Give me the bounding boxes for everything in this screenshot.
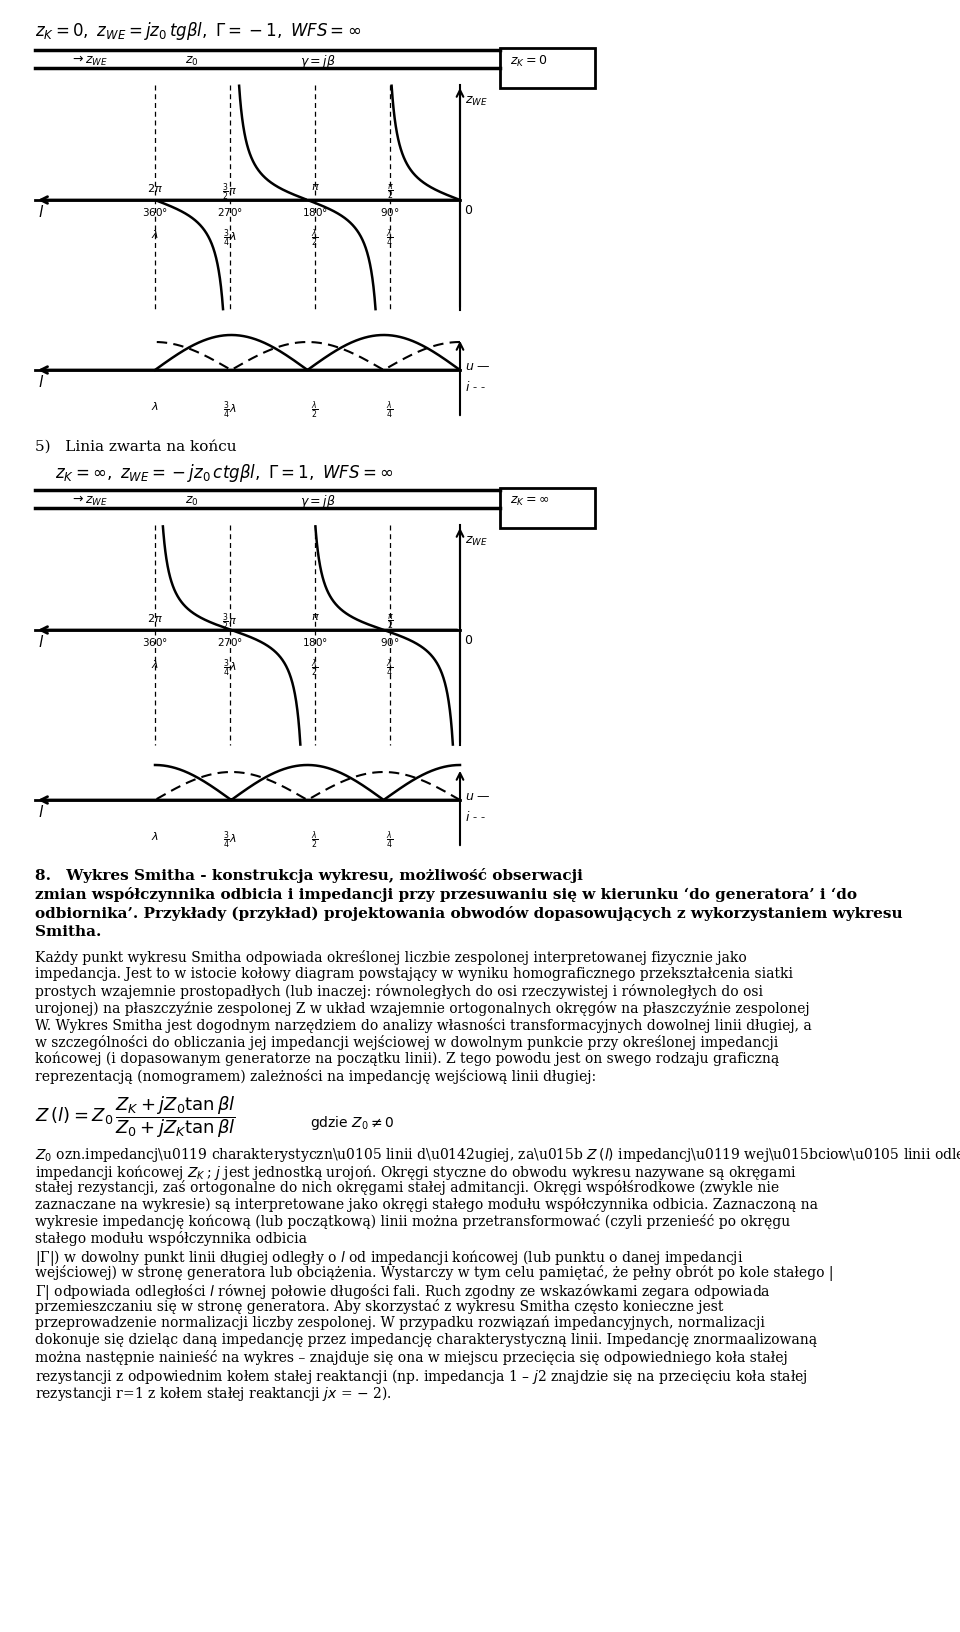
Text: $l$: $l$ <box>38 805 44 819</box>
Text: $\frac{\lambda}{4}$: $\frac{\lambda}{4}$ <box>386 400 394 421</box>
Text: $180°$: $180°$ <box>302 636 328 648</box>
Text: Γ| odpowiada odległości $l$ równej połowie długości fali. Ruch zgodny ze wskazów: Γ| odpowiada odległości $l$ równej połow… <box>35 1283 771 1302</box>
Text: $\pi$: $\pi$ <box>311 612 320 622</box>
Text: $\frac{3}{4}\lambda$: $\frac{3}{4}\lambda$ <box>223 658 237 679</box>
Text: $\frac{\lambda}{4}$: $\frac{\lambda}{4}$ <box>386 658 394 679</box>
Text: prostych wzajemnie prostopadłych (lub inaczej: równoległych do osi rzeczywistej : prostych wzajemnie prostopadłych (lub in… <box>35 984 763 999</box>
Text: urojonej) na płaszczyźnie zespolonej Z w układ wzajemnie ortogonalnych okręgów n: urojonej) na płaszczyźnie zespolonej Z w… <box>35 1000 809 1017</box>
Text: rezystancji z odpowiednim kołem stałej reaktancji (np. impedancja 1 – $j$2 znajd: rezystancji z odpowiednim kołem stałej r… <box>35 1368 807 1386</box>
Text: $z_{WE}$: $z_{WE}$ <box>465 535 488 548</box>
Text: $270°$: $270°$ <box>217 636 243 648</box>
Text: odbiornika’. Przykłady (przykład) projektowania obwodów dopasowujących z wykorzy: odbiornika’. Przykłady (przykład) projek… <box>35 906 902 920</box>
Text: 5)   Linia zwarta na końcu: 5) Linia zwarta na końcu <box>35 441 236 454</box>
Text: $360°$: $360°$ <box>142 636 168 648</box>
Text: $\lambda$: $\lambda$ <box>151 400 159 411</box>
Text: reprezentacją (nomogramem) zależności na impedancję wejściową linii długiej:: reprezentacją (nomogramem) zależności na… <box>35 1069 596 1084</box>
Text: $z_0$: $z_0$ <box>185 54 199 67</box>
Text: $Z_0$ ozn.impedancj\u0119 charakterystyczn\u0105 linii d\u0142ugiej, za\u015b $Z: $Z_0$ ozn.impedancj\u0119 charakterystyc… <box>35 1146 960 1164</box>
Text: $u$ —: $u$ — <box>465 790 491 803</box>
Text: $0$: $0$ <box>464 633 473 646</box>
Text: $\frac{\lambda}{2}$: $\frac{\lambda}{2}$ <box>311 831 319 852</box>
Text: w szczególności do obliczania jej impedancji wejściowej w dowolnym punkcie przy : w szczególności do obliczania jej impeda… <box>35 1035 779 1049</box>
Text: $Z\,(l) = Z_0\,\dfrac{Z_K + jZ_0\tan\beta l}{Z_0 + jZ_K\tan\beta l}$: $Z\,(l) = Z_0\,\dfrac{Z_K + jZ_0\tan\bet… <box>35 1093 235 1139</box>
Text: $180°$: $180°$ <box>302 206 328 219</box>
Text: wejściowej) w stronę generatora lub obciążenia. Wystarczy w tym celu pamiętać, ż: wejściowej) w stronę generatora lub obci… <box>35 1265 833 1281</box>
Text: $\rightarrow z_{WE}$: $\rightarrow z_{WE}$ <box>70 494 108 508</box>
Text: $\lambda$: $\lambda$ <box>151 228 159 240</box>
Text: $\frac{\pi}{2}$: $\frac{\pi}{2}$ <box>387 183 394 201</box>
Text: rezystancji r=1 z kołem stałej reaktancji $jx$ = − 2).: rezystancji r=1 z kołem stałej reaktancj… <box>35 1384 392 1404</box>
Text: 8. Wykres Smitha - konstrukcja wykresu, możliwość obserwacji: 8. Wykres Smitha - konstrukcja wykresu, … <box>35 868 583 883</box>
Text: $0$: $0$ <box>464 204 473 217</box>
Bar <box>500 488 595 529</box>
Text: $\frac{\pi}{2}$: $\frac{\pi}{2}$ <box>387 612 394 632</box>
Text: $z_K = \infty$: $z_K = \infty$ <box>510 494 549 508</box>
Text: $\frac{\lambda}{4}$: $\frac{\lambda}{4}$ <box>386 228 394 250</box>
Text: $z_K = 0$: $z_K = 0$ <box>510 54 547 69</box>
Text: $z_{WE}$: $z_{WE}$ <box>465 95 488 108</box>
Text: końcowej (i dopasowanym generatorze na początku linii). Z tego powodu jest on sw: końcowej (i dopasowanym generatorze na p… <box>35 1053 780 1066</box>
Text: $\frac{3}{2}\pi$: $\frac{3}{2}\pi$ <box>223 183 237 204</box>
Text: $\lambda$: $\lambda$ <box>151 658 159 671</box>
Text: impedancja. Jest to w istocie kołowy diagram powstający w wyniku homograficznego: impedancja. Jest to w istocie kołowy dia… <box>35 968 793 981</box>
Text: można następnie nainieść na wykres – znajduje się ona w miejscu przecięcia się o: można następnie nainieść na wykres – zna… <box>35 1350 788 1364</box>
Text: $z_0$: $z_0$ <box>185 494 199 508</box>
Text: stałego modułu współczynnika odbicia: stałego modułu współczynnika odbicia <box>35 1231 307 1245</box>
Text: $\frac{\lambda}{2}$: $\frac{\lambda}{2}$ <box>311 400 319 421</box>
Text: wykresie impedancję końcową (lub początkową) linii można przetransformować (czyl: wykresie impedancję końcową (lub początk… <box>35 1214 790 1229</box>
Text: $2\pi$: $2\pi$ <box>147 183 163 194</box>
Text: $\mathrm{gdzie}\ Z_0 \neq 0$: $\mathrm{gdzie}\ Z_0 \neq 0$ <box>310 1115 395 1133</box>
Text: $i$ - -: $i$ - - <box>465 809 487 824</box>
Text: $\gamma = j\beta$: $\gamma = j\beta$ <box>300 493 336 509</box>
Text: zaznaczane na wykresie) są interpretowane jako okręgi stałego modułu współczynni: zaznaczane na wykresie) są interpretowan… <box>35 1196 818 1213</box>
Text: $l$: $l$ <box>38 204 44 220</box>
Text: $\frac{3}{2}\pi$: $\frac{3}{2}\pi$ <box>223 612 237 633</box>
Text: W. Wykres Smitha jest dogodnym narzędziem do analizy własności transformacyjnych: W. Wykres Smitha jest dogodnym narzędzie… <box>35 1018 812 1033</box>
Text: $i$ - -: $i$ - - <box>465 380 487 393</box>
Text: $\lambda$: $\lambda$ <box>151 831 159 842</box>
Text: $\frac{\lambda}{2}$: $\frac{\lambda}{2}$ <box>311 228 319 250</box>
Text: przemieszczaniu się w stronę generatora. Aby skorzystać z wykresu Smitha często : przemieszczaniu się w stronę generatora.… <box>35 1299 724 1314</box>
Text: $\frac{3}{4}\lambda$: $\frac{3}{4}\lambda$ <box>223 831 237 852</box>
Text: Smitha.: Smitha. <box>35 925 102 938</box>
Text: $\frac{\lambda}{2}$: $\frac{\lambda}{2}$ <box>311 658 319 679</box>
Text: impedancji końcowej $Z_K$ ; $j$ jest jednostką urojoń. Okręgi styczne do obwodu : impedancji końcowej $Z_K$ ; $j$ jest jed… <box>35 1164 797 1182</box>
Text: $u$ —: $u$ — <box>465 361 491 374</box>
Text: dokonuje się dzieląc daną impedancję przez impedancję charakterystyczną linii. I: dokonuje się dzieląc daną impedancję prz… <box>35 1333 817 1346</box>
Text: $z_K = 0,\ z_{WE} = jz_0\,tg\beta l,\ \Gamma = -1,\ WFS = \infty$: $z_K = 0,\ z_{WE} = jz_0\,tg\beta l,\ \G… <box>35 20 361 42</box>
Text: $90°$: $90°$ <box>380 636 399 648</box>
Text: $l$: $l$ <box>38 633 44 650</box>
Text: $\frac{\lambda}{4}$: $\frac{\lambda}{4}$ <box>386 831 394 852</box>
Text: $l$: $l$ <box>38 374 44 390</box>
Text: zmian współczynnika odbicia i impedancji przy przesuwaniu się w kierunku ‘do gen: zmian współczynnika odbicia i impedancji… <box>35 888 857 902</box>
Text: Każdy punkt wykresu Smitha odpowiada określonej liczbie zespolonej interpretowan: Każdy punkt wykresu Smitha odpowiada okr… <box>35 950 747 965</box>
Text: $\pi$: $\pi$ <box>311 183 320 193</box>
Text: $270°$: $270°$ <box>217 206 243 219</box>
Text: $\gamma = j\beta$: $\gamma = j\beta$ <box>300 52 336 70</box>
Text: stałej rezystancji, zaś ortogonalne do nich okręgami stałej admitancji. Okręgi w: stałej rezystancji, zaś ortogonalne do n… <box>35 1180 780 1195</box>
Text: $z_K = \infty,\ z_{WE} = -jz_0\,ctg\beta l,\ \Gamma = 1,\ WFS = \infty$: $z_K = \infty,\ z_{WE} = -jz_0\,ctg\beta… <box>55 462 394 485</box>
Text: $360°$: $360°$ <box>142 206 168 219</box>
Text: $90°$: $90°$ <box>380 206 399 219</box>
Bar <box>500 47 595 88</box>
Text: $\frac{3}{4}\lambda$: $\frac{3}{4}\lambda$ <box>223 400 237 421</box>
Text: $\frac{3}{4}\lambda$: $\frac{3}{4}\lambda$ <box>223 228 237 250</box>
Text: $\rightarrow z_{WE}$: $\rightarrow z_{WE}$ <box>70 54 108 69</box>
Text: przeprowadzenie normalizacji liczby zespolonej. W przypadku rozwiązań impedancyj: przeprowadzenie normalizacji liczby zesp… <box>35 1315 765 1330</box>
Text: $2\pi$: $2\pi$ <box>147 612 163 623</box>
Text: |Γ|) w dowolny punkt linii długiej odległy o $l$ od impedancji końcowej (lub pun: |Γ|) w dowolny punkt linii długiej odleg… <box>35 1248 743 1268</box>
